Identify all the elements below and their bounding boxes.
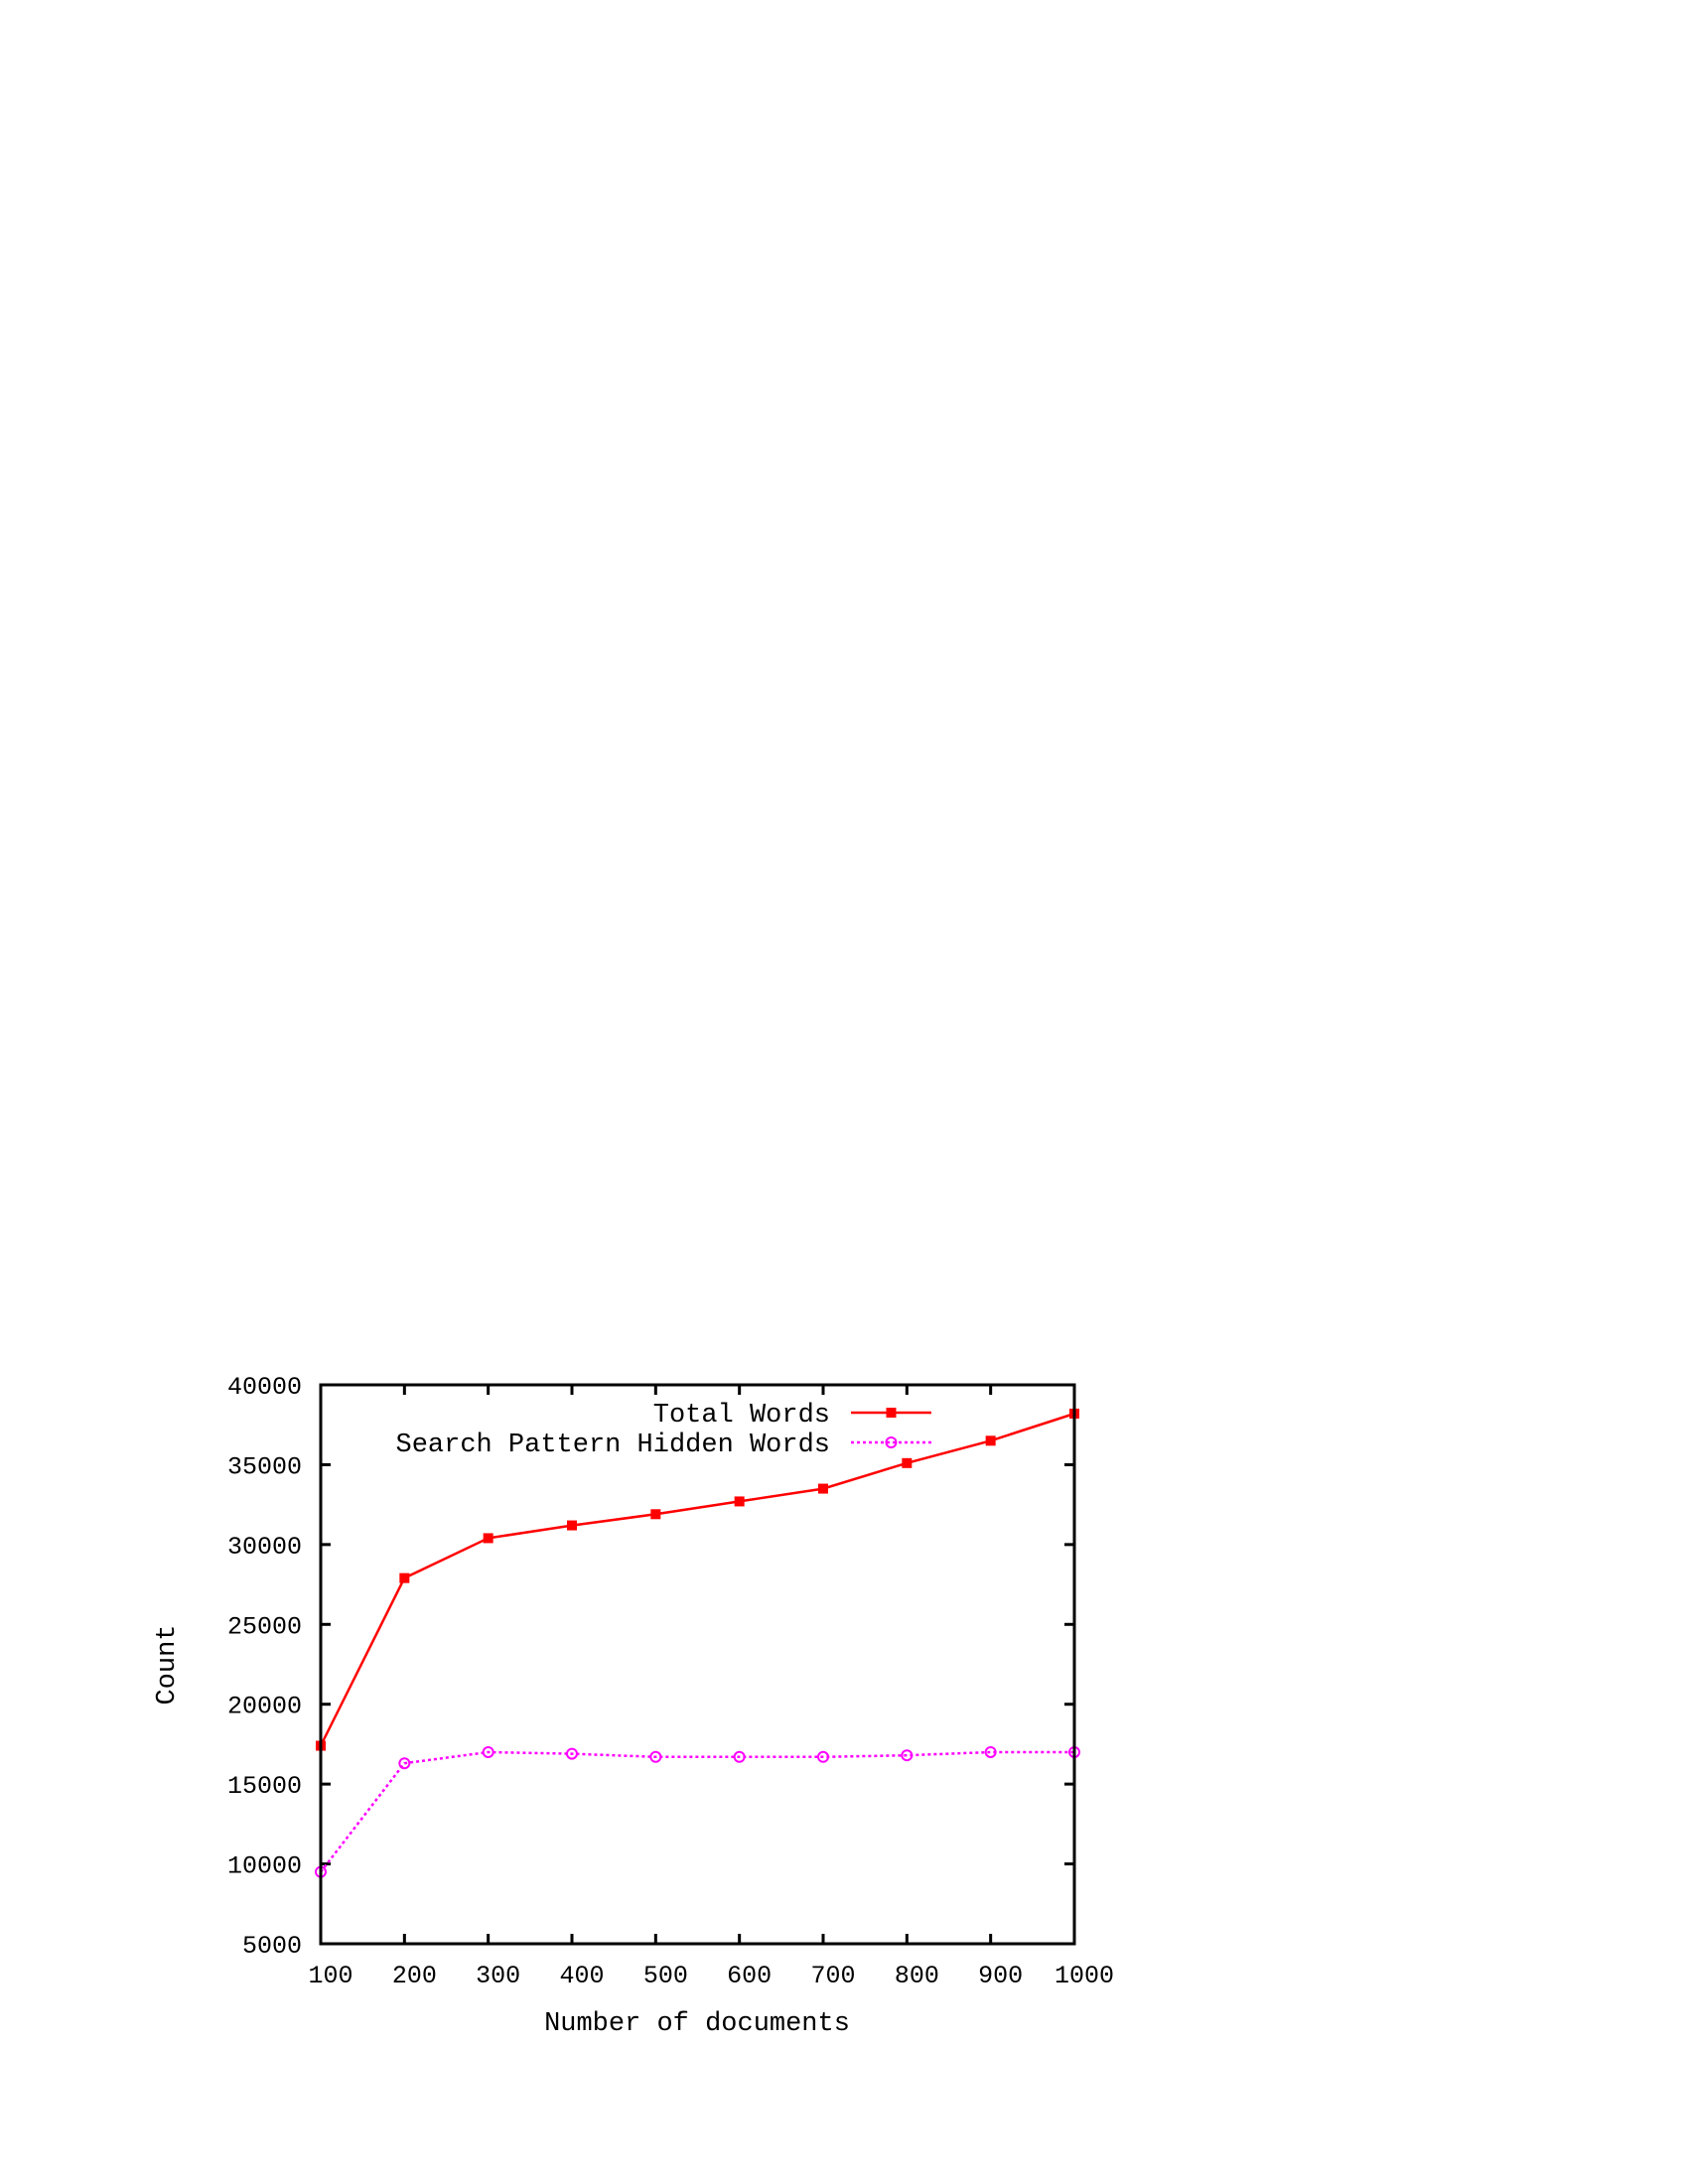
data-point — [817, 1750, 829, 1763]
data-point — [985, 1435, 996, 1446]
x-tick-label: 600 — [727, 1962, 772, 1990]
data-point — [733, 1750, 746, 1763]
x-tick-label: 400 — [559, 1962, 604, 1990]
y-tick-label: 10000 — [227, 1852, 302, 1881]
series-1 — [315, 1745, 1080, 1878]
data-point — [734, 1496, 745, 1507]
data-point — [567, 1520, 577, 1531]
data-point — [650, 1509, 661, 1520]
data-point — [901, 1749, 914, 1762]
plot-area-frame — [319, 1383, 1076, 1946]
data-point — [984, 1745, 997, 1758]
x-tick-label: 700 — [810, 1962, 855, 1990]
data-point — [566, 1747, 578, 1760]
y-axis-label: Count — [153, 1624, 183, 1705]
y-tick-label: 30000 — [227, 1533, 302, 1562]
y-tick-label: 35000 — [227, 1452, 302, 1481]
legend-marker — [886, 1408, 897, 1418]
y-tick-label: 20000 — [227, 1693, 302, 1721]
series-line — [319, 1412, 1075, 1747]
data-point — [482, 1745, 494, 1758]
x-tick-label: 500 — [643, 1962, 688, 1990]
data-point — [649, 1750, 662, 1763]
data-point — [398, 1757, 411, 1770]
y-tick-label: 5000 — [242, 1932, 302, 1961]
data-point — [818, 1483, 828, 1494]
series-line — [320, 1750, 1074, 1873]
y-tick-label: 15000 — [227, 1772, 302, 1801]
legend-label: Total Words — [653, 1401, 830, 1431]
x-tick-label: 100 — [308, 1962, 352, 1990]
x-tick-label: 900 — [978, 1962, 1023, 1990]
data-point — [902, 1457, 913, 1468]
x-tick-label: 200 — [392, 1962, 437, 1990]
x-tick-label: 800 — [895, 1962, 939, 1990]
data-point — [483, 1533, 493, 1544]
x-tick-label: 1000 — [1055, 1962, 1114, 1990]
x-tick-label: 300 — [476, 1962, 520, 1990]
x-axis-label: Number of documents — [544, 2009, 850, 2039]
x-tick-labels: 100 200 300 400 500 600 700 800 900 1000 — [308, 1962, 1114, 1990]
y-tick-labels: 5000 10000 15000 20000 25000 30000 35000 40000 — [227, 1373, 302, 1961]
data-point — [399, 1572, 410, 1583]
chart-series — [315, 1408, 1080, 1878]
y-tick-label: 25000 — [227, 1612, 302, 1641]
y-tick-label: 40000 — [227, 1373, 302, 1402]
legend-marker — [885, 1436, 898, 1448]
legend-label: Search Pattern Hidden Words — [396, 1431, 830, 1460]
axis-ticks — [319, 1383, 1076, 1946]
